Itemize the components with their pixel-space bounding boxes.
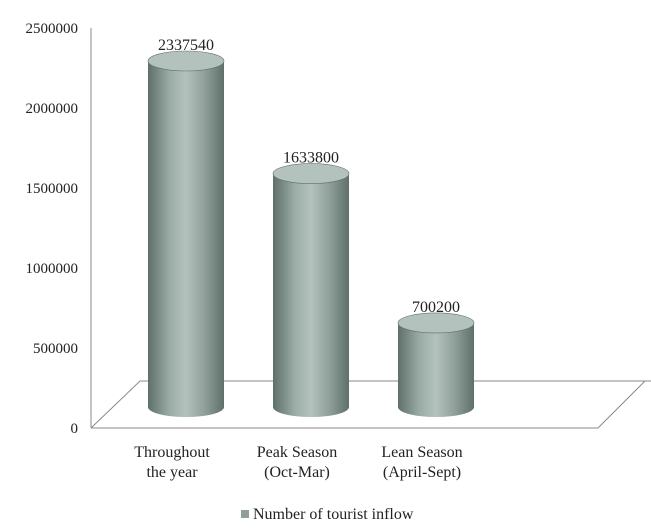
category-label: (Oct-Mar): [264, 464, 330, 481]
bar: [148, 51, 224, 417]
legend: Number of tourist inflow: [241, 506, 414, 523]
bar: [398, 313, 474, 417]
y-tick-label: 2000000: [26, 101, 79, 117]
y-tick-label: 1500000: [26, 181, 79, 197]
data-label: 700200: [412, 299, 460, 316]
bars: [148, 51, 474, 417]
y-tick-label: 0: [71, 421, 79, 437]
y-tick-label: 500000: [33, 341, 78, 357]
bar: [273, 164, 349, 417]
category-label: (April-Sept): [383, 464, 461, 481]
y-tick-label: 1000000: [26, 261, 79, 277]
bar-body: [148, 61, 224, 417]
category-label: the year: [146, 464, 198, 481]
bar-body: [398, 323, 474, 417]
category-label: Throughout: [134, 444, 210, 461]
data-label: 1633800: [283, 150, 339, 167]
category-label: Peak Season: [257, 444, 337, 461]
y-tick-label: 2500000: [26, 21, 79, 37]
bar-body: [273, 174, 349, 417]
data-label: 2337540: [158, 37, 214, 54]
legend-label: Number of tourist inflow: [253, 506, 414, 523]
category-label: Lean Season: [381, 444, 462, 461]
legend-swatch: [241, 510, 249, 518]
